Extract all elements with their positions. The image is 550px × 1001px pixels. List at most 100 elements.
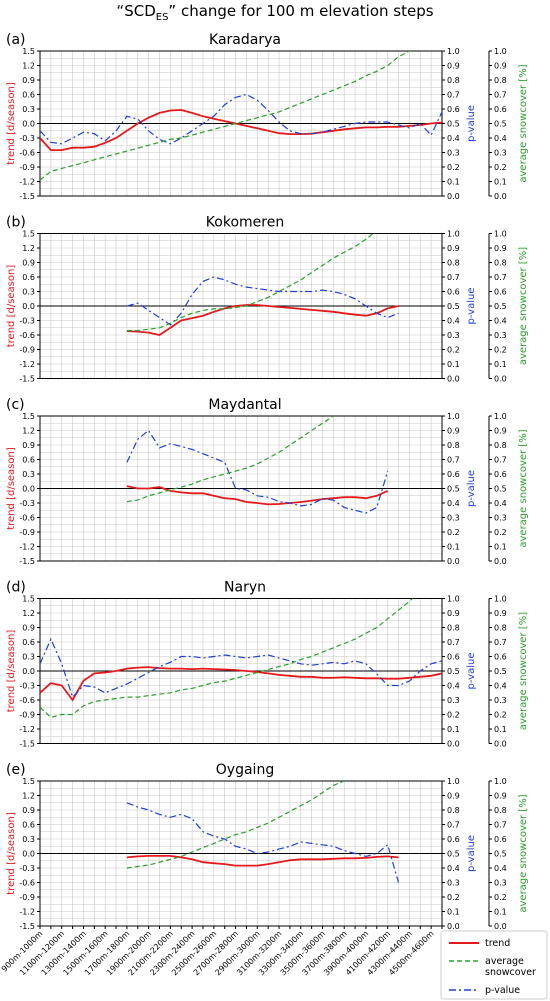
y-axis-label-pvalue: p-value xyxy=(466,105,477,142)
y-tick-label-snow: 0.4 xyxy=(494,134,507,143)
y-tick-label-left: 1.2 xyxy=(22,244,35,253)
y-tick-label-snow: 0.4 xyxy=(494,317,507,326)
y-tick-label-right: 1.0 xyxy=(447,47,460,56)
y-tick-label-right: 0.3 xyxy=(447,331,460,340)
y-axis-label-snowcover: average snowcover [%] xyxy=(518,612,529,730)
y-tick-label-snow: 0.9 xyxy=(494,62,507,71)
series-line-trend xyxy=(40,109,442,151)
y-tick-label-left: -1.2 xyxy=(19,725,35,734)
y-tick-label-left: 1.2 xyxy=(22,62,35,71)
y-tick-label-left: -0.6 xyxy=(19,879,35,888)
y-tick-label-snow: 0.6 xyxy=(494,653,507,662)
y-tick-label-snow: 0.1 xyxy=(494,360,507,369)
y-tick-label-left: 0.0 xyxy=(22,485,35,494)
y-tick-label-left: 0.3 xyxy=(22,653,35,662)
y-tick-label-left: 0.9 xyxy=(22,259,35,268)
y-tick-label-left: 0.9 xyxy=(22,806,35,815)
y-tick-label-left: 0.6 xyxy=(22,273,35,282)
y-tick-label-right: 0.6 xyxy=(447,653,460,662)
y-tick-label-snow: 0.8 xyxy=(494,441,507,450)
y-tick-label-right: 0.7 xyxy=(447,456,460,465)
y-tick-label-left: -0.9 xyxy=(19,893,35,902)
y-tick-label-snow: 0.2 xyxy=(494,346,507,355)
panel-tag: (c) xyxy=(6,397,25,413)
y-tick-label-left: 1.5 xyxy=(22,230,35,239)
y-tick-label-snow: 1.0 xyxy=(494,777,507,786)
y-tick-label-snow: 0.8 xyxy=(494,259,507,268)
y-tick-label-right: 0.5 xyxy=(447,302,460,311)
y-tick-label-left: -1.2 xyxy=(19,178,35,187)
y-tick-label-left: 0.6 xyxy=(22,638,35,647)
y-tick-label-left: -1.5 xyxy=(19,375,35,384)
legend-label-average-snowcover: average snowcover xyxy=(485,956,536,978)
y-tick-label-snow: 0.8 xyxy=(494,624,507,633)
y-tick-label-left: -0.6 xyxy=(19,696,35,705)
y-tick-label-snow: 0.4 xyxy=(494,682,507,691)
y-tick-label-left: -0.9 xyxy=(19,163,35,172)
panel-tag: (d) xyxy=(6,580,26,596)
y-tick-label-snow: 0.2 xyxy=(494,528,507,537)
panel-title: Kokomeren xyxy=(206,215,284,231)
y-tick-label-left: 0.9 xyxy=(22,441,35,450)
y-tick-label-right: 1.0 xyxy=(447,595,460,604)
y-tick-label-right: 0.0 xyxy=(447,557,460,566)
y-axis-label-pvalue: p-value xyxy=(466,470,477,507)
y-tick-label-left: 1.2 xyxy=(22,792,35,801)
y-axis-label-snowcover: average snowcover [%] xyxy=(518,429,529,547)
y-tick-label-right: 0.9 xyxy=(447,244,460,253)
y-tick-label-right: 0.7 xyxy=(447,821,460,830)
y-tick-label-left: -0.3 xyxy=(19,682,35,691)
y-axis-label-trend: trend [d/season] xyxy=(6,630,17,713)
y-axis-label-snowcover: average snowcover [%] xyxy=(518,794,529,912)
y-tick-label-right: 1.0 xyxy=(447,412,460,421)
y-tick-label-snow: 0.6 xyxy=(494,288,507,297)
chart-panel-4: (e) Oygaing -1.5 -1.2 -0.9 -0.6 -0.3 0.0 0.3 0.6 0… xyxy=(6,762,529,931)
y-tick-label-right: 0.4 xyxy=(447,499,460,508)
chart-panel-1: (b) Kokomeren -1.5 -1.2 -0.9 -0.6 -0.3 0.0 0.3 0.… xyxy=(6,215,529,384)
y-tick-label-snow: 0.0 xyxy=(494,375,507,384)
series-line-trend xyxy=(40,666,442,702)
y-tick-label-right: 0.2 xyxy=(447,893,460,902)
y-tick-label-right: 0.6 xyxy=(447,470,460,479)
y-tick-label-left: 0.0 xyxy=(22,667,35,676)
y-tick-label-right: 0.8 xyxy=(447,624,460,633)
y-tick-label-snow: 1.0 xyxy=(494,230,507,239)
series-line-p-value xyxy=(126,429,389,514)
y-tick-label-right: 0.3 xyxy=(447,514,460,523)
series-line-trend xyxy=(126,304,399,336)
y-tick-label-left: -0.3 xyxy=(19,499,35,508)
y-tick-label-snow: 0.1 xyxy=(494,543,507,552)
series-line-p-value xyxy=(40,93,442,145)
y-tick-label-left: -0.9 xyxy=(19,528,35,537)
y-tick-label-snow: 0.3 xyxy=(494,149,507,158)
y-tick-label-left: -1.5 xyxy=(19,922,35,931)
y-tick-label-snow: 0.4 xyxy=(494,499,507,508)
y-axis-label-pvalue: p-value xyxy=(466,835,477,872)
y-tick-label-snow: 0.7 xyxy=(494,91,507,100)
series-line-average-snowcover xyxy=(126,416,334,503)
y-tick-label-snow: 1.0 xyxy=(494,595,507,604)
y-axis-label-pvalue: p-value xyxy=(466,287,477,324)
y-tick-label-left: 0.0 xyxy=(22,120,35,129)
y-axis-label-trend: trend [d/season] xyxy=(6,447,17,530)
panel-title: Maydantal xyxy=(208,397,281,413)
chart-panel-2: (c) Maydantal -1.5 -1.2 -0.9 -0.6 -0.3 0.0 0.3 0.… xyxy=(6,397,529,566)
figure-title: “SCDES” change for 100 m elevation steps xyxy=(0,2,550,23)
legend-box xyxy=(440,930,548,1000)
y-tick-label-snow: 0.0 xyxy=(494,557,507,566)
y-tick-label-right: 0.4 xyxy=(447,682,460,691)
y-tick-label-right: 0.1 xyxy=(447,360,460,369)
y-tick-label-snow: 0.1 xyxy=(494,725,507,734)
y-tick-label-right: 0.5 xyxy=(447,850,460,859)
y-tick-label-snow: 0.6 xyxy=(494,835,507,844)
legend-label-p-value: p-value xyxy=(485,985,520,996)
y-tick-label-right: 0.2 xyxy=(447,528,460,537)
y-tick-label-left: 1.5 xyxy=(22,777,35,786)
y-tick-label-left: -0.3 xyxy=(19,317,35,326)
y-tick-label-right: 0.9 xyxy=(447,609,460,618)
y-tick-label-left: 0.3 xyxy=(22,470,35,479)
y-tick-label-snow: 0.5 xyxy=(494,485,507,494)
y-tick-label-snow: 0.1 xyxy=(494,178,507,187)
y-tick-label-right: 0.3 xyxy=(447,149,460,158)
